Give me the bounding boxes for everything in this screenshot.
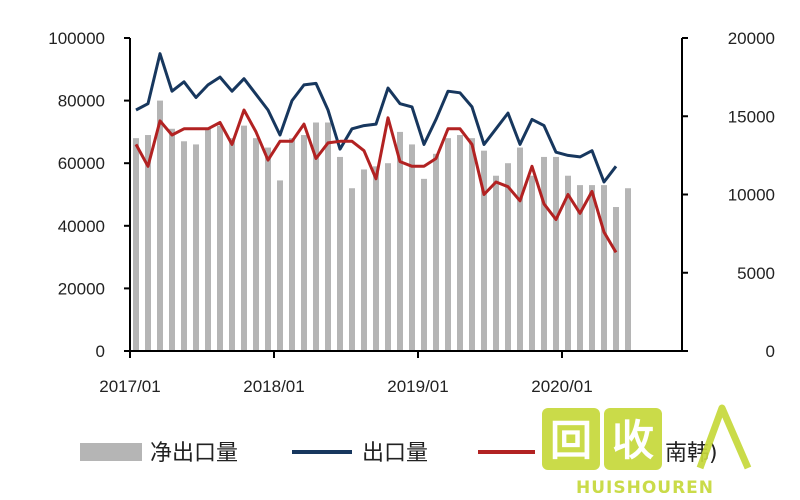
legend-label-net-export: 净出口量	[150, 441, 238, 466]
line-export-blue	[135, 52, 618, 184]
watermark-triangle-icon	[696, 404, 752, 470]
y-right-tick-label: 0	[766, 342, 775, 361]
bar-net-export	[457, 135, 463, 351]
y-left-tick-label: 40000	[58, 217, 105, 236]
bar-net-export	[421, 178, 427, 351]
bar-net-export	[385, 163, 391, 351]
legend-label-export: 出口量	[362, 441, 428, 466]
bar-net-export	[469, 138, 475, 351]
bar-net-export	[337, 156, 343, 351]
line-export-red	[134, 108, 618, 254]
y-left-tick-label: 80000	[58, 92, 105, 111]
x-tick-label: 2019/01	[387, 377, 448, 396]
y-right-tick-label: 20000	[728, 29, 775, 48]
watermark-logo: 回 收 HUISHOUREN	[542, 404, 752, 498]
bar-net-export	[553, 156, 559, 351]
bar-net-export	[253, 138, 259, 351]
bar-net-export	[169, 128, 175, 351]
bar-net-export	[445, 138, 451, 351]
bar-net-export	[181, 141, 187, 351]
bar-net-export	[433, 153, 439, 351]
bar-net-export	[517, 147, 523, 351]
y-left-tick-label: 0	[96, 342, 105, 361]
lines-layer	[134, 52, 618, 254]
x-tick-label: 2017/01	[99, 377, 160, 396]
bar-net-export	[601, 185, 607, 351]
bar-net-export	[577, 185, 583, 351]
bar-net-export	[325, 122, 331, 351]
bar-net-export	[289, 138, 295, 351]
bar-net-export	[613, 207, 619, 351]
legend-swatch-net-export	[80, 443, 142, 461]
y-right-tick-label: 15000	[728, 107, 775, 126]
bar-net-export	[565, 175, 571, 351]
watermark-badge-2	[604, 408, 662, 470]
watermark-glyph-2: 收	[612, 416, 654, 465]
watermark-text: HUISHOUREN	[576, 478, 714, 498]
bar-net-export	[625, 188, 631, 351]
y-right-tick-label: 10000	[728, 186, 775, 205]
axes	[124, 37, 688, 358]
bar-net-export	[301, 135, 307, 351]
y-right-tick-label: 5000	[737, 264, 775, 283]
bar-net-export	[277, 180, 283, 351]
bar-net-export	[205, 128, 211, 351]
bar-net-export	[541, 156, 547, 351]
bar-net-export	[145, 135, 151, 351]
bars-net-export	[133, 100, 631, 351]
x-tick-label: 2018/01	[243, 377, 304, 396]
bar-net-export	[241, 125, 247, 351]
bar-net-export	[313, 122, 319, 351]
bar-net-export	[481, 150, 487, 351]
y-left-tick-label: 60000	[58, 154, 105, 173]
bar-net-export	[361, 169, 367, 351]
bar-net-export	[505, 163, 511, 351]
bar-net-export	[493, 175, 499, 351]
x-tick-label: 2020/01	[531, 377, 592, 396]
bar-net-export	[409, 144, 415, 351]
bar-net-export	[193, 144, 199, 351]
y-left-tick-label: 20000	[58, 279, 105, 298]
bar-net-export	[589, 185, 595, 351]
bar-net-export	[373, 166, 379, 351]
bar-net-export	[133, 138, 139, 351]
bar-net-export	[529, 175, 535, 351]
tick-labels: 0 20000 40000 60000 80000 100000 0 5000 10000 150…	[48, 29, 775, 396]
watermark-glyph-1: 回	[550, 416, 592, 465]
bar-net-export	[397, 131, 403, 351]
watermark-badge-1	[542, 408, 600, 470]
bar-net-export	[265, 147, 271, 351]
bar-net-export	[229, 138, 235, 351]
bar-net-export	[217, 125, 223, 351]
bar-net-export	[349, 188, 355, 351]
y-left-tick-label: 100000	[48, 29, 105, 48]
bar-net-export	[157, 100, 163, 351]
